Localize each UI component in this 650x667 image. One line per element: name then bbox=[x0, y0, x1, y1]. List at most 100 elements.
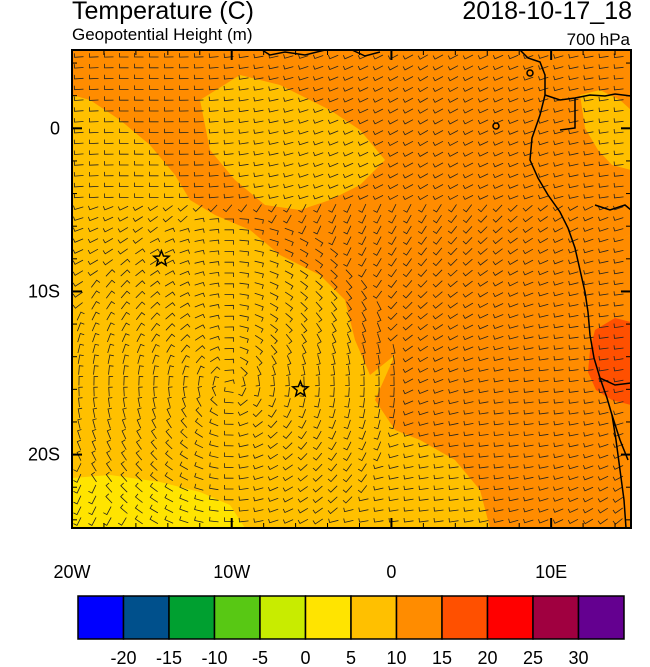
wind-barb bbox=[537, 227, 549, 233]
wind-barb bbox=[328, 419, 336, 429]
wind-barb bbox=[583, 377, 594, 383]
wind-barb bbox=[388, 225, 397, 235]
wind-barb bbox=[417, 367, 429, 373]
wind-barb bbox=[553, 281, 564, 286]
wind-barb bbox=[432, 236, 443, 245]
wind-barb bbox=[373, 464, 384, 470]
wind-barb bbox=[239, 218, 249, 224]
wind-barb bbox=[418, 442, 429, 448]
wind-barb bbox=[342, 496, 353, 504]
wind-barb bbox=[72, 259, 84, 265]
wind-barb bbox=[417, 108, 429, 114]
wind-barb bbox=[432, 368, 444, 373]
wind-barb bbox=[372, 87, 384, 92]
wind-barb bbox=[89, 74, 99, 80]
wind-barb bbox=[403, 214, 412, 224]
wind-barb bbox=[269, 228, 279, 236]
wind-barb bbox=[315, 365, 321, 376]
wind-barb bbox=[89, 107, 99, 112]
wind-barb bbox=[568, 312, 579, 318]
wind-barb bbox=[463, 388, 474, 394]
wind-barb bbox=[194, 472, 204, 480]
wind-barb bbox=[387, 108, 399, 114]
wind-barb bbox=[330, 376, 335, 387]
wind-barb bbox=[283, 97, 294, 102]
wind-barb bbox=[193, 161, 204, 166]
wind-barb bbox=[132, 226, 143, 233]
wind-barb bbox=[208, 182, 219, 188]
wind-barb bbox=[598, 399, 609, 404]
wind-barb bbox=[254, 282, 264, 290]
wind-barb bbox=[253, 398, 262, 407]
wind-barb bbox=[598, 454, 609, 459]
wind-barb bbox=[492, 162, 504, 168]
wind-barb bbox=[180, 313, 191, 320]
wind-barb bbox=[508, 464, 519, 469]
wind-barb bbox=[508, 420, 519, 426]
wind-barb bbox=[387, 151, 399, 157]
wind-barb bbox=[568, 475, 579, 481]
wind-barb bbox=[119, 171, 129, 177]
wind-barb bbox=[315, 301, 323, 312]
wind-barb bbox=[373, 430, 381, 440]
wind-barb bbox=[285, 334, 293, 345]
wind-barb bbox=[463, 410, 474, 415]
wind-barb bbox=[462, 162, 474, 168]
wind-barb bbox=[193, 171, 204, 177]
wind-barb bbox=[209, 346, 221, 351]
wind-barb bbox=[462, 324, 474, 330]
wind-barb bbox=[136, 333, 145, 342]
wind-barb bbox=[252, 432, 264, 438]
wind-barb bbox=[179, 228, 190, 233]
wind-barb bbox=[149, 504, 159, 514]
wind-barb bbox=[268, 86, 279, 91]
wind-barb bbox=[492, 259, 503, 266]
wind-barb bbox=[298, 214, 307, 224]
wind-barb bbox=[194, 217, 205, 223]
wind-barb bbox=[342, 108, 354, 114]
wind-barb bbox=[552, 227, 564, 233]
wind-barb bbox=[224, 283, 234, 288]
wind-barb bbox=[448, 389, 459, 394]
wind-barb bbox=[73, 205, 84, 210]
wind-barb bbox=[387, 97, 399, 103]
wind-barb bbox=[345, 290, 353, 301]
wind-barb bbox=[316, 354, 321, 366]
wind-barb bbox=[508, 313, 519, 319]
wind-barb bbox=[107, 407, 112, 418]
wind-barb bbox=[538, 366, 549, 372]
wind-barb bbox=[568, 129, 579, 135]
wind-barb bbox=[132, 205, 144, 211]
wind-barb bbox=[402, 162, 414, 168]
wind-barb bbox=[447, 357, 459, 362]
wind-barb bbox=[417, 323, 428, 331]
wind-barb bbox=[508, 324, 519, 329]
wind-barb bbox=[314, 387, 320, 397]
wind-barb bbox=[463, 518, 474, 523]
wind-barb bbox=[120, 258, 131, 266]
wind-barb bbox=[164, 150, 174, 155]
wind-barb bbox=[298, 108, 309, 113]
wind-barb bbox=[346, 322, 352, 334]
wind-barb bbox=[342, 184, 354, 189]
wind-barb bbox=[553, 302, 564, 307]
wind-barb bbox=[373, 236, 382, 246]
wind-barb bbox=[313, 76, 324, 81]
wind-barb bbox=[418, 410, 429, 416]
wind-barb bbox=[224, 387, 234, 393]
wind-barb bbox=[282, 486, 294, 492]
wind-barb bbox=[327, 130, 339, 135]
wind-barb bbox=[269, 249, 279, 257]
wind-barb bbox=[238, 86, 249, 91]
wind-barb bbox=[181, 396, 187, 407]
wind-barb bbox=[194, 249, 205, 255]
wind-barb bbox=[297, 518, 309, 525]
wind-barb bbox=[613, 301, 624, 307]
wind-barb bbox=[568, 54, 579, 59]
wind-barb bbox=[402, 247, 412, 256]
wind-barb bbox=[223, 193, 234, 199]
wind-barb bbox=[253, 194, 264, 199]
wind-barb bbox=[283, 409, 292, 419]
wind-barb bbox=[448, 453, 459, 458]
wind-barb bbox=[372, 65, 384, 71]
